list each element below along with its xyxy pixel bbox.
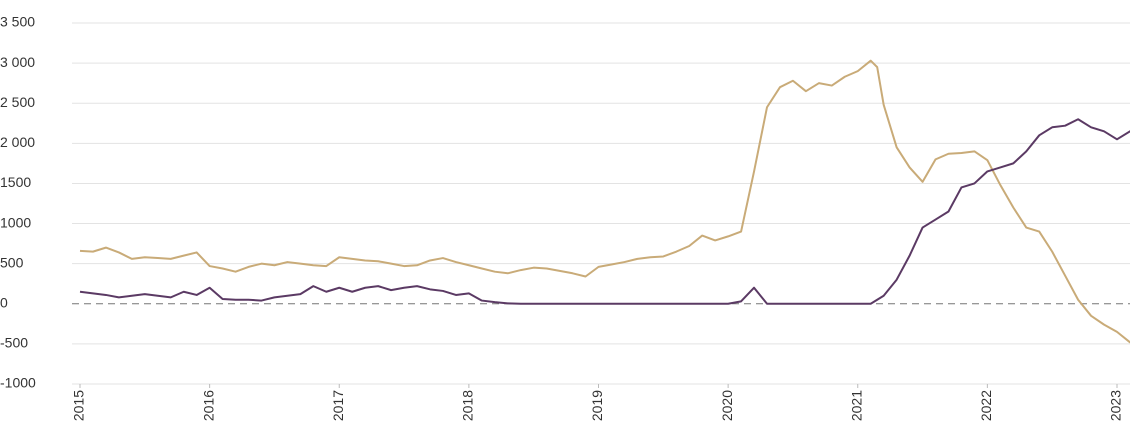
y-tick-label: -500 xyxy=(0,335,28,351)
x-tick-label: 2017 xyxy=(330,390,346,421)
x-tick-label: 2019 xyxy=(589,390,605,421)
series-line xyxy=(79,59,1130,344)
x-tick-label: 2016 xyxy=(200,390,216,421)
x-tick-label: 2015 xyxy=(71,390,87,421)
x-tick-label: 2023 xyxy=(1108,390,1124,421)
x-tick-label: 2020 xyxy=(719,390,735,421)
y-tick-label: 2 000 xyxy=(0,134,35,150)
y-tick-label: 2 500 xyxy=(0,94,35,110)
series-line xyxy=(79,118,1130,305)
x-tick-label: 2022 xyxy=(978,390,994,421)
y-tick-label: 1000 xyxy=(0,214,31,230)
y-tick-label: 500 xyxy=(0,254,24,270)
x-tick-label: 2018 xyxy=(460,390,476,421)
y-tick-label: 0 xyxy=(0,294,8,310)
y-tick-label: 3 500 xyxy=(0,14,35,30)
y-tick-label: 3 000 xyxy=(0,54,35,70)
y-tick-label: 1500 xyxy=(0,174,31,190)
x-tick-label: 2021 xyxy=(848,390,864,421)
y-tick-label: -1000 xyxy=(0,375,36,391)
